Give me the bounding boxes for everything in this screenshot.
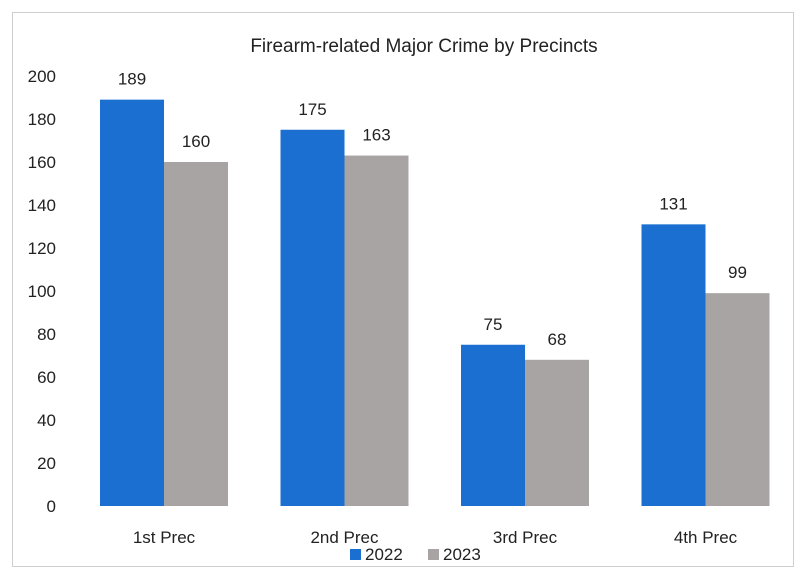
bar-2022-3 xyxy=(641,224,706,506)
data-label-2023-3: 99 xyxy=(728,263,747,282)
data-label-2022-2: 75 xyxy=(484,315,503,334)
x-tick-label: 2nd Prec xyxy=(310,528,379,547)
y-tick-label: 20 xyxy=(37,454,56,473)
legend-swatch-2022 xyxy=(350,549,361,560)
chart-title: Firearm-related Major Crime by Precincts xyxy=(250,36,597,57)
y-tick-label: 140 xyxy=(28,196,56,215)
data-label-2022-0: 189 xyxy=(118,70,146,89)
x-axis: 1st Prec 2nd Prec 3rd Prec 4th Prec xyxy=(133,528,738,547)
legend-label-2022: 2022 xyxy=(365,545,403,564)
y-tick-label: 100 xyxy=(28,282,56,301)
bars xyxy=(100,99,770,507)
y-axis: 0 20 40 60 80 100 120 140 160 180 200 xyxy=(28,67,56,516)
data-label-2022-3: 131 xyxy=(659,194,687,213)
y-tick-label: 80 xyxy=(37,325,56,344)
legend: 2022 2023 xyxy=(350,545,481,564)
x-tick-label: 3rd Prec xyxy=(493,528,558,547)
data-label-2023-1: 163 xyxy=(362,126,390,145)
bar-2023-3 xyxy=(705,293,770,506)
data-label-2023-2: 68 xyxy=(548,330,567,349)
legend-label-2023: 2023 xyxy=(443,545,481,564)
x-tick-label: 1st Prec xyxy=(133,528,196,547)
legend-swatch-2023 xyxy=(428,549,439,560)
bar-2022-2 xyxy=(461,344,525,506)
bar-2023-0 xyxy=(164,162,228,506)
y-tick-label: 120 xyxy=(28,239,56,258)
data-label-2023-0: 160 xyxy=(182,132,210,151)
y-tick-label: 180 xyxy=(28,110,56,129)
data-label-2022-1: 175 xyxy=(298,100,326,119)
y-tick-label: 60 xyxy=(37,368,56,387)
y-tick-label: 40 xyxy=(37,411,56,430)
bar-2022-0 xyxy=(100,99,164,507)
bar-2022-1 xyxy=(280,129,345,506)
y-tick-label: 0 xyxy=(47,497,56,516)
x-tick-label: 4th Prec xyxy=(674,528,738,547)
bar-2023-1 xyxy=(344,155,409,507)
y-tick-label: 160 xyxy=(28,153,56,172)
bar-2023-2 xyxy=(525,359,589,506)
data-labels: 189 160 175 163 75 68 131 99 xyxy=(118,70,747,349)
y-tick-label: 200 xyxy=(28,67,56,86)
